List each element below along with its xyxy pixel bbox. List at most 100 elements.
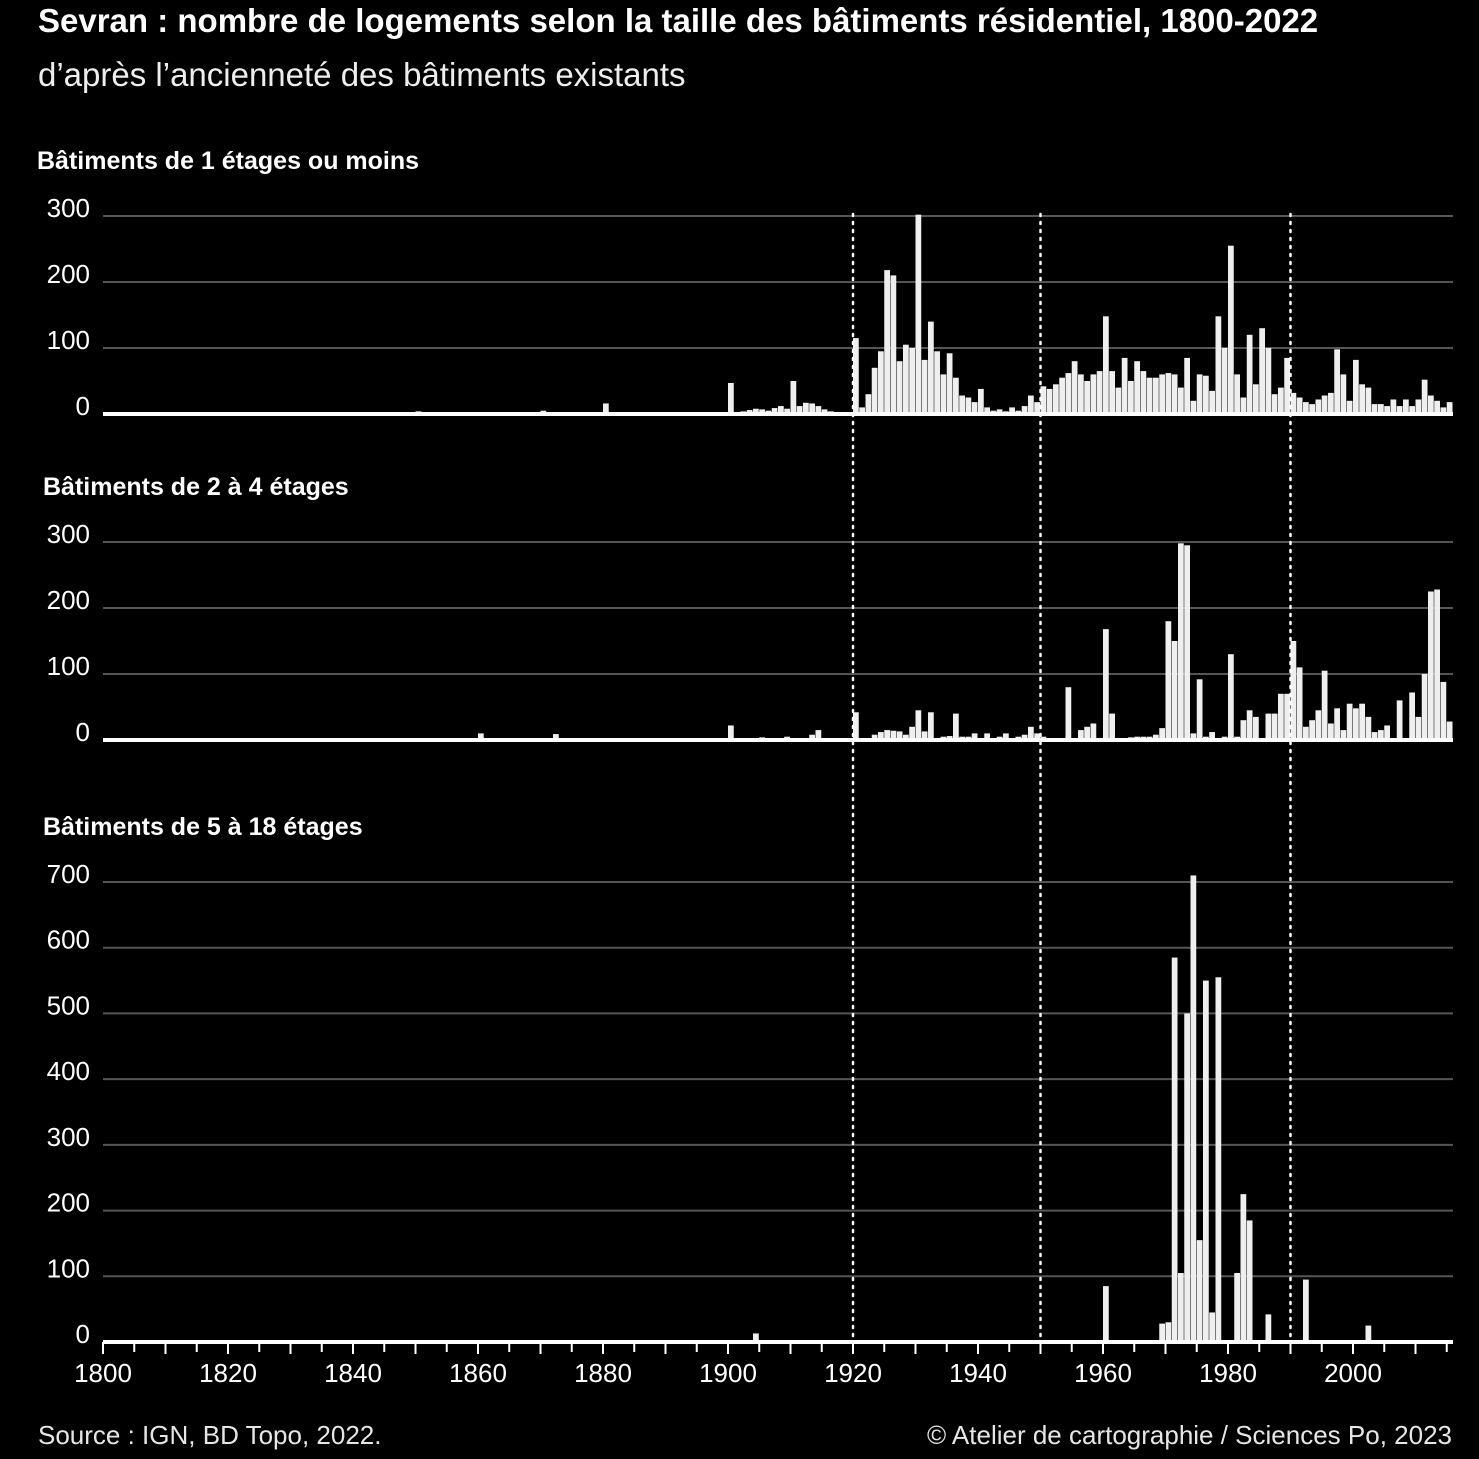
bar <box>996 409 1003 414</box>
y-tick-label: 400 <box>47 1056 90 1086</box>
bar <box>1165 1322 1172 1342</box>
bar <box>1365 387 1372 414</box>
bar <box>1234 374 1240 414</box>
y-tick-label: 300 <box>47 1122 90 1152</box>
bar <box>896 361 903 414</box>
bar <box>815 730 822 740</box>
y-tick-label: 200 <box>47 259 90 289</box>
bar <box>1240 397 1247 414</box>
bar <box>1384 406 1390 414</box>
bar <box>953 713 959 740</box>
bar <box>821 409 828 414</box>
bar <box>1303 402 1309 414</box>
bar <box>1396 406 1403 414</box>
bar <box>1134 361 1140 414</box>
bar <box>1215 977 1222 1342</box>
bar <box>1396 700 1403 740</box>
x-tick-label: 1860 <box>449 1358 507 1388</box>
bar <box>1171 641 1178 740</box>
bar <box>1378 730 1384 740</box>
bar <box>1303 726 1309 740</box>
bar <box>1421 674 1428 740</box>
bar <box>1228 245 1234 414</box>
y-tick-label: 700 <box>47 859 90 889</box>
bar <box>1246 1220 1253 1342</box>
bar <box>1421 379 1428 414</box>
bar <box>1315 399 1322 414</box>
bar <box>1153 377 1159 414</box>
bar <box>890 730 897 740</box>
bar <box>1309 404 1315 414</box>
bar <box>1196 374 1203 414</box>
bar <box>1390 399 1397 414</box>
bar <box>921 731 928 740</box>
bar <box>1371 732 1378 740</box>
bar <box>778 406 784 414</box>
bar <box>1034 402 1040 414</box>
bar <box>1371 404 1378 414</box>
bar <box>1253 716 1259 740</box>
bar <box>1259 328 1265 414</box>
bar <box>884 270 890 414</box>
bar <box>1240 1194 1247 1342</box>
bar <box>1159 1323 1165 1342</box>
y-tick-label: 200 <box>47 585 90 615</box>
y-tick-label: 300 <box>47 193 90 223</box>
y-tick-label: 200 <box>47 1188 90 1218</box>
y-tick-label: 100 <box>47 1253 90 1283</box>
bar <box>1353 359 1359 414</box>
bar <box>1234 1273 1240 1342</box>
bar <box>1284 693 1290 740</box>
bar <box>1346 400 1353 414</box>
bar <box>1184 357 1190 414</box>
bar <box>1159 374 1165 414</box>
bar <box>1359 703 1365 740</box>
bar <box>978 388 984 414</box>
bar <box>928 712 934 740</box>
bar <box>1328 392 1334 414</box>
bar <box>771 408 778 414</box>
bar <box>915 214 922 414</box>
bar <box>1353 708 1359 740</box>
bar <box>1440 681 1447 740</box>
bar <box>728 725 734 740</box>
x-tick-label: 1840 <box>324 1358 382 1388</box>
bar <box>928 321 934 414</box>
bar <box>784 408 790 414</box>
bar <box>1184 1013 1190 1342</box>
bar <box>1340 730 1347 740</box>
bar <box>984 407 990 414</box>
bar <box>871 734 878 740</box>
bar <box>1309 720 1315 740</box>
bar <box>1359 384 1365 414</box>
bar <box>1121 357 1128 414</box>
bar <box>1246 710 1253 740</box>
bar <box>1003 733 1009 740</box>
bar <box>796 406 803 414</box>
bar <box>1065 687 1072 740</box>
bar <box>1365 1325 1372 1342</box>
bar <box>946 353 953 414</box>
bar <box>1021 406 1028 414</box>
bar <box>1221 348 1228 414</box>
bar <box>1240 720 1247 740</box>
bar <box>753 408 759 414</box>
bar <box>1334 708 1340 740</box>
bar <box>803 402 809 414</box>
bar <box>1190 733 1197 740</box>
bar <box>1446 721 1453 740</box>
bar <box>1246 334 1253 414</box>
bar <box>1403 399 1409 414</box>
bar <box>1428 395 1434 414</box>
bar <box>1296 667 1303 740</box>
bar <box>965 397 972 414</box>
bar <box>1078 374 1084 414</box>
bar <box>1109 713 1115 740</box>
bar <box>1384 725 1390 740</box>
bar <box>940 374 947 414</box>
bar <box>1215 316 1222 414</box>
bar <box>1040 386 1047 414</box>
bar <box>815 406 822 414</box>
panel-title: Bâtiments de 5 à 18 étages <box>43 813 363 841</box>
